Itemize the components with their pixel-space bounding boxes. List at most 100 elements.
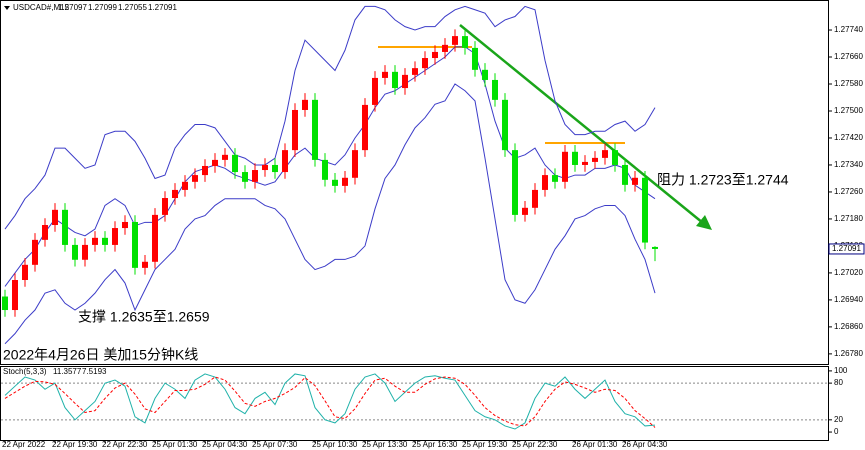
y-tick-label: 1.27740 [834, 25, 863, 34]
candle-body [92, 237, 98, 245]
candle-body [642, 177, 648, 243]
candle-body [272, 164, 278, 173]
x-tick-label: 25 Apr 13:30 [362, 440, 408, 449]
y-tick-label: 1.26780 [834, 349, 863, 358]
y-tick-label: 1.27180 [834, 214, 863, 223]
candle-body [252, 170, 258, 182]
candle-body [182, 181, 188, 190]
candle-body [82, 244, 88, 260]
candle-body [352, 150, 358, 178]
candle-body [362, 104, 368, 151]
x-tick-label: 25 Apr 07:30 [252, 440, 298, 449]
support-note: 支撑 1.2635至1.2659 [78, 309, 210, 325]
candle-body [62, 209, 68, 245]
candle-body [2, 296, 8, 311]
symbol-menu-icon [4, 6, 10, 10]
candle-body [502, 99, 508, 151]
trend-arrow-head [696, 215, 712, 230]
stoch-title: Stoch(5,3,3) [3, 367, 47, 376]
y-tick-label: 1.27660 [834, 52, 863, 61]
candle-body [452, 36, 458, 45]
candle-body [422, 58, 428, 69]
candle-body [212, 159, 218, 166]
candle-body [232, 154, 238, 173]
candle-body [312, 99, 318, 160]
candle-body [542, 175, 548, 190]
candle-body [142, 261, 148, 268]
candle-body [412, 68, 418, 75]
y-tick-label: 1.26940 [834, 295, 863, 304]
y-tick-label: 1.27020 [834, 268, 863, 277]
x-tick-label: 25 Apr 04:30 [202, 440, 248, 449]
candle-body [172, 189, 178, 199]
candle-body [492, 79, 498, 100]
candle-body [462, 36, 468, 48]
candle-body [382, 71, 388, 78]
candle-body [522, 207, 528, 215]
candle-body [432, 51, 438, 59]
x-tick-label: 26 Apr 01:30 [572, 440, 618, 449]
price-label-box [828, 243, 865, 255]
x-tick-label: 22 Apr 22:30 [102, 440, 148, 449]
candle-body [152, 214, 158, 262]
y-tick-label: 1.27500 [834, 106, 863, 115]
bollinger-band [4, 46, 656, 287]
y-tick-label: 80 [834, 378, 843, 387]
x-tick-label: 25 Apr 01:30 [152, 440, 198, 449]
candle-body [532, 189, 538, 208]
y-tick-label: 0 [834, 427, 839, 436]
candle-body [402, 74, 408, 89]
candle-body [292, 109, 298, 151]
y-tick-label: 1.27340 [834, 160, 863, 169]
bollinger-band [4, 5, 656, 230]
candle-body [132, 221, 138, 268]
candle-body [52, 209, 58, 226]
candle-body [602, 150, 608, 158]
ohlc-close: 1.27091 [148, 3, 177, 12]
candle-body [322, 159, 328, 180]
candle-body [222, 154, 228, 160]
candle-body [592, 157, 598, 162]
candle-body [652, 246, 658, 249]
candle-body [552, 175, 558, 182]
x-tick-label: 25 Apr 10:30 [312, 440, 358, 449]
candle-body [102, 237, 108, 245]
ohlc-low: 1.27055 [118, 3, 147, 12]
candle-body [72, 244, 78, 260]
stoch-panel-frame [0, 366, 829, 441]
candle-body [622, 164, 628, 185]
candle-body [482, 69, 488, 80]
y-tick-label: 1.27580 [834, 79, 863, 88]
candle-body [442, 44, 448, 52]
ohlc-open: 1.27097 [58, 3, 87, 12]
y-tick-label: 1.27420 [834, 133, 863, 142]
candle-body [162, 198, 168, 215]
candle-body [342, 177, 348, 186]
y-tick-label: 20 [834, 415, 843, 424]
main-panel-frame [0, 0, 829, 365]
y-tick-label: 1.26860 [834, 322, 863, 331]
candle-body [202, 165, 208, 176]
candle-body [262, 164, 268, 171]
x-tick-label: 25 Apr 22:30 [512, 440, 558, 449]
candle-body [12, 280, 18, 311]
stoch-k-last: 11.3577 [53, 367, 82, 376]
candle-body [302, 99, 308, 110]
candle-body [192, 175, 198, 182]
y-tick-label: 1.27260 [834, 187, 863, 196]
candle-body [332, 179, 338, 186]
candle-body [582, 161, 588, 165]
x-tick-label: 22 Apr 19:30 [52, 440, 98, 449]
bollinger-band [4, 83, 656, 345]
candle-body [512, 150, 518, 215]
candle-body [112, 228, 118, 245]
symbol-title: USDCAD#,M15 [13, 3, 70, 12]
candle-body [242, 172, 248, 182]
trend-line [459, 24, 704, 224]
candle-body [372, 77, 378, 105]
chart-caption: 2022年4月26日 美加15分钟K线 [3, 347, 198, 363]
candle-body [42, 225, 48, 240]
stoch-line [4, 373, 656, 430]
candle-body [392, 71, 398, 89]
